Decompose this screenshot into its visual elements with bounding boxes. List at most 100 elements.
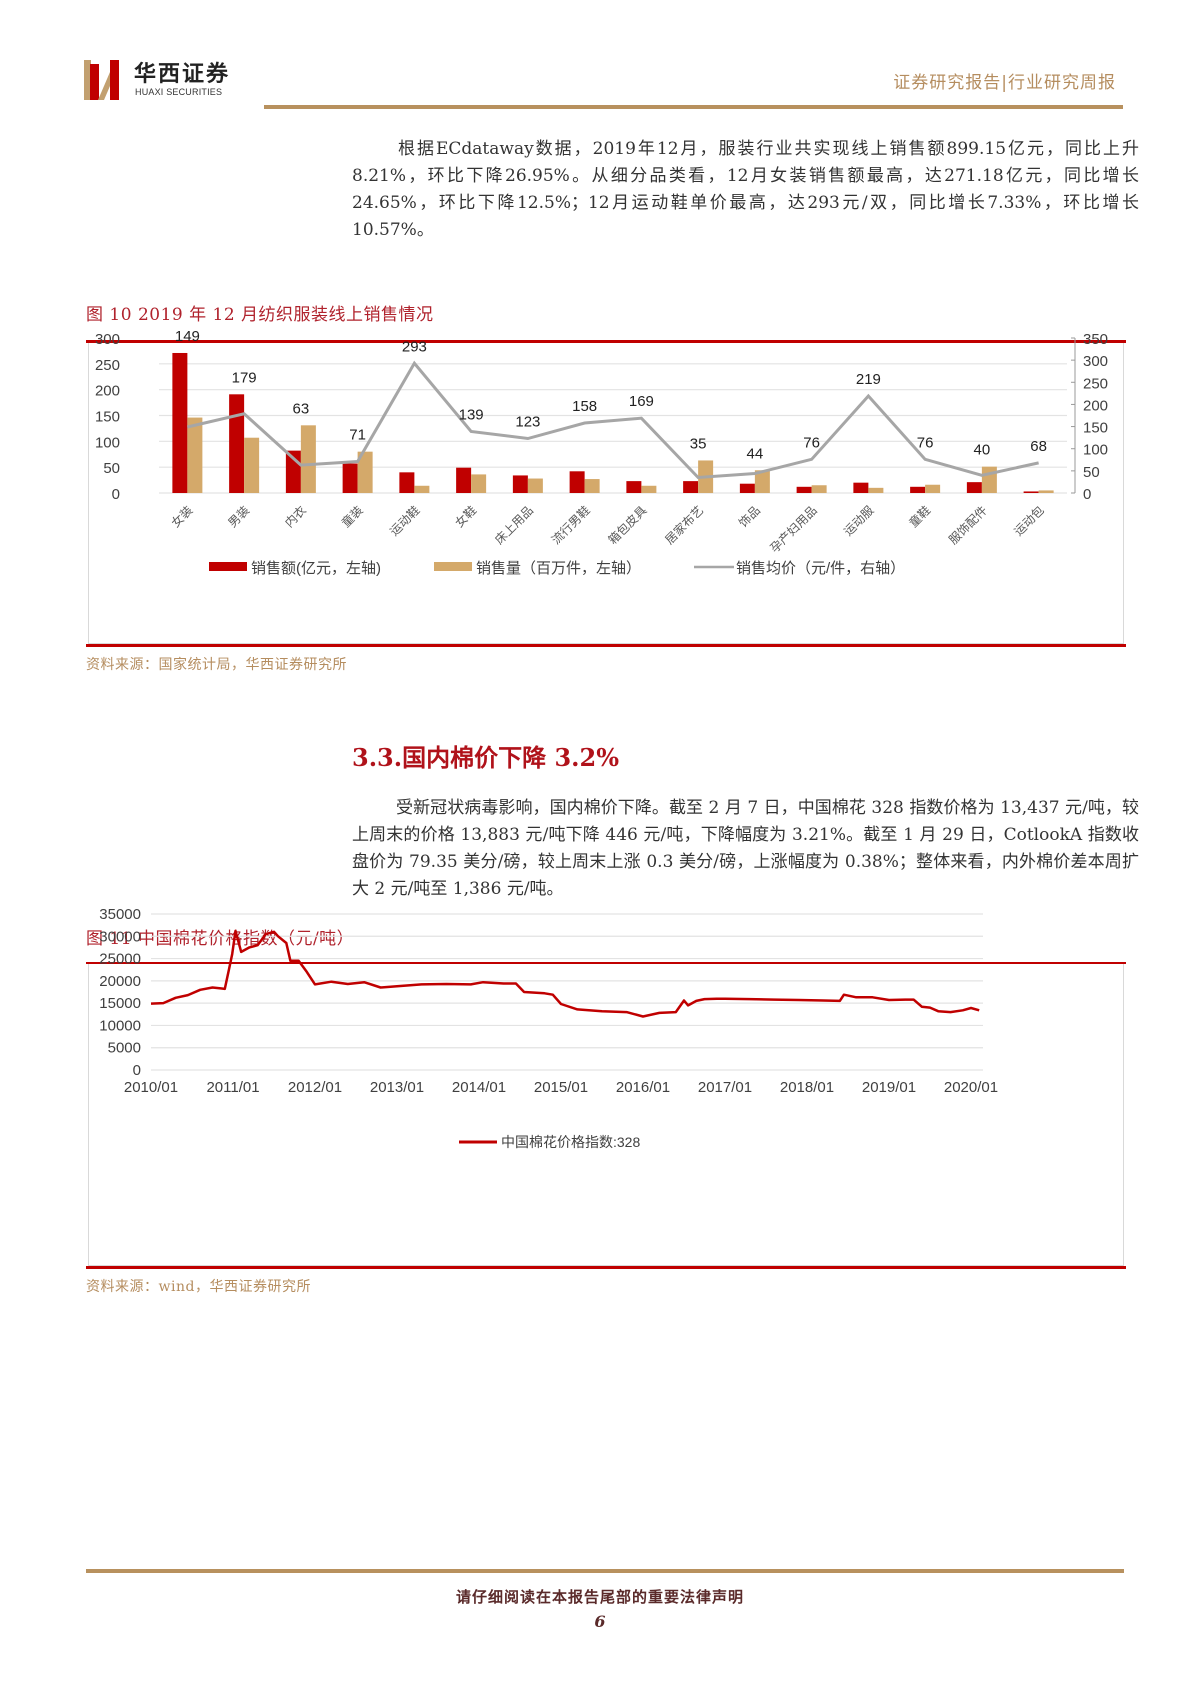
- bar-sales-volume: [300, 425, 316, 493]
- right-axis-tick: 0: [1083, 486, 1091, 503]
- y-axis-tick: 0: [133, 1062, 141, 1079]
- avg-price-label: 71: [349, 427, 366, 444]
- avg-price-label: 179: [232, 369, 257, 386]
- avg-price-label: 169: [629, 393, 654, 410]
- bar-sales-amount: [1023, 491, 1039, 493]
- footer-divider: [86, 1569, 1124, 1573]
- figure-10-bottom-rule: [86, 644, 1126, 647]
- x-axis-tick: 2018/01: [780, 1079, 834, 1096]
- report-type-label: 证券研究报告|行业研究周报: [893, 73, 1116, 93]
- bar-sales-volume: [1038, 490, 1054, 493]
- header-divider: [264, 105, 1123, 109]
- bar-sales-amount: [739, 483, 755, 493]
- bar-sales-amount: [342, 463, 358, 493]
- bar-sales-amount: [683, 481, 699, 493]
- bar-sales-volume: [811, 485, 827, 493]
- sales-combo-chart: 0 50 100 150 200 250 300 0 50 100 150 200 250 300 350 女…: [95, 328, 1108, 577]
- bar-sales-volume: [754, 470, 770, 493]
- bar-sales-volume: [981, 466, 997, 493]
- category-label: 居家布艺: [662, 503, 707, 548]
- paragraph-text: 受新冠状病毒影响，国内棉价下降。截至 2 月 7 日，中国棉花 328 指数价格…: [352, 798, 1139, 899]
- bar-sales-volume: [925, 484, 941, 493]
- right-axis-tick: 350: [1083, 331, 1108, 348]
- logo-english-name: HUAXI SECURITIES: [135, 87, 223, 97]
- figure-10-source: 资料来源：国家统计局，华西证券研究所: [86, 657, 347, 673]
- bar-sales-volume: [527, 478, 543, 493]
- left-axis-tick: 50: [103, 460, 120, 477]
- category-label: 床上用品: [492, 503, 536, 547]
- category-label: 童鞋: [906, 503, 934, 531]
- right-axis-tick: 250: [1083, 375, 1108, 392]
- body-paragraph-sales: 根据ECdataway数据，2019年12月，服装行业共实现线上销售额899.1…: [352, 136, 1139, 244]
- paragraph-text: 根据ECdataway数据，2019年12月，服装行业共实现线上销售额899.1…: [352, 139, 1139, 240]
- bar-sales-amount: [512, 475, 528, 493]
- body-paragraph-cotton: 受新冠状病毒影响，国内棉价下降。截至 2 月 7 日，中国棉花 328 指数价格…: [352, 795, 1139, 903]
- y-axis-tick: 10000: [99, 1017, 141, 1034]
- bar-sales-volume: [357, 451, 373, 493]
- page-number: 6: [594, 1612, 606, 1631]
- category-label: 内衣: [281, 503, 309, 531]
- right-axis-tick: 150: [1083, 420, 1108, 437]
- bar-sales-volume: [584, 479, 600, 493]
- x-axis-tick: 2020/01: [944, 1079, 998, 1096]
- x-axis-tick: 2017/01: [698, 1079, 752, 1096]
- section-heading: 3.3.国内棉价下降 3.2%: [352, 743, 620, 772]
- left-axis-tick: 100: [95, 434, 120, 451]
- y-axis-tick: 35000: [99, 906, 141, 923]
- bar-sales-volume: [187, 417, 203, 493]
- left-axis-tick: 200: [95, 383, 120, 400]
- legal-disclaimer-note: 请仔细阅读在本报告尾部的重要法律声明: [455, 1588, 744, 1606]
- avg-price-label: 149: [175, 328, 200, 345]
- cotton-index-line: [150, 929, 980, 1018]
- bar-sales-amount: [910, 486, 926, 493]
- category-label: 男装: [225, 503, 252, 530]
- legend-swatch: [209, 562, 247, 571]
- bar-sales-volume: [414, 485, 430, 493]
- figure-10-caption: 图 10 2019 年 12 月纺织服装线上销售情况: [86, 305, 434, 325]
- legend-swatch: [434, 562, 472, 571]
- avg-price-label: 76: [803, 434, 820, 451]
- left-axis-tick: 300: [95, 331, 120, 348]
- bar-sales-volume: [868, 487, 884, 493]
- figure-11-bottom-rule: [86, 1266, 1126, 1269]
- category-label: 运动包: [1011, 503, 1046, 538]
- bar-sales-amount: [172, 352, 188, 493]
- category-label: 流行男鞋: [548, 503, 593, 548]
- bar-sales-volume: [244, 437, 260, 493]
- x-axis-tick: 2014/01: [452, 1079, 506, 1096]
- legend-label: 中国棉花价格指数:328: [501, 1134, 640, 1150]
- left-axis-tick: 150: [95, 409, 120, 426]
- category-label: 女鞋: [452, 503, 480, 531]
- avg-price-label: 76: [917, 434, 934, 451]
- bar-sales-volume: [471, 474, 487, 493]
- avg-price-label: 35: [690, 435, 707, 452]
- category-label: 童装: [338, 503, 366, 531]
- x-axis-tick: 2013/01: [370, 1079, 424, 1096]
- bar-sales-amount: [796, 486, 812, 493]
- figure-11-source: 资料来源：wind，华西证券研究所: [86, 1279, 311, 1295]
- left-axis-tick: 0: [112, 486, 120, 503]
- legend-label: 销售均价（元/件，右轴）: [736, 560, 905, 577]
- y-axis-tick: 30000: [99, 928, 141, 945]
- avg-price-label: 123: [515, 414, 540, 431]
- bar-sales-amount: [569, 471, 585, 493]
- avg-price-line: [187, 360, 1039, 480]
- x-axis-tick: 2015/01: [534, 1079, 588, 1096]
- category-label: 孕产妇用品: [767, 503, 819, 555]
- figure-10-top-rule: [86, 340, 1126, 343]
- avg-price-label: 139: [459, 406, 484, 423]
- right-axis-tick: 200: [1083, 397, 1108, 414]
- right-axis-tick: 100: [1083, 442, 1108, 459]
- bar-sales-amount: [853, 482, 869, 493]
- bar-sales-amount: [966, 482, 982, 493]
- bar-sales-amount: [399, 472, 415, 493]
- legend-label: 销售量（百万件，左轴）: [476, 560, 641, 577]
- x-axis-tick: 2012/01: [288, 1079, 342, 1096]
- avg-price-label: 219: [856, 371, 881, 388]
- avg-price-label: 40: [974, 442, 991, 459]
- avg-price-label: 293: [402, 338, 427, 355]
- legend-label: 销售额(亿元，左轴): [251, 560, 381, 577]
- y-axis-tick: 25000: [99, 951, 141, 968]
- x-axis-tick: 2011/01: [206, 1079, 259, 1096]
- y-axis-tick: 20000: [99, 973, 141, 990]
